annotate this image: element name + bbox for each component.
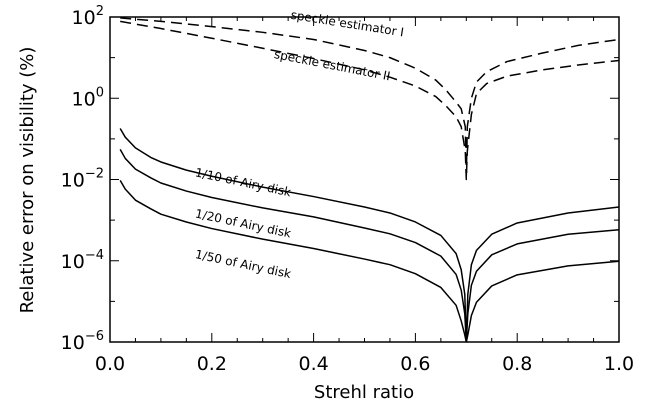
series-line-3 [119,128,619,342]
x-tick-label: 0.2 [197,353,227,375]
curve-label: 1/50 of Airy disk [194,247,293,281]
x-axis-label: Strehl ratio [314,382,414,403]
series-line-1 [120,17,619,178]
curve-label: speckle estimator I [290,8,405,40]
y-tick-label: 100 [72,85,104,110]
x-tick-label: 0.0 [95,353,125,375]
tick-labels-layer: 0.0 0.2 0.4 0.6 0.8 1.0 10−6 10−4 10−2 100 102 [61,4,634,375]
series-line-4 [119,149,619,342]
x-tick-label: 0.6 [400,353,430,375]
curves-layer [119,17,619,342]
x-tick-label: 1.0 [604,353,634,375]
y-tick-label: 102 [72,4,104,29]
ticks-layer [109,16,620,343]
series-line-5 [119,180,619,342]
x-tick-label: 0.4 [298,353,328,375]
y-tick-label: 10−6 [61,329,104,354]
y-axis-label: Relative error on visibility (%) [17,47,38,314]
curve-label: 1/10 of Airy disk [194,165,293,199]
series-line-2 [120,20,619,181]
y-tick-label: 10−2 [61,167,104,192]
x-tick-label: 0.8 [502,353,532,375]
y-tick-label: 10−4 [61,248,104,273]
